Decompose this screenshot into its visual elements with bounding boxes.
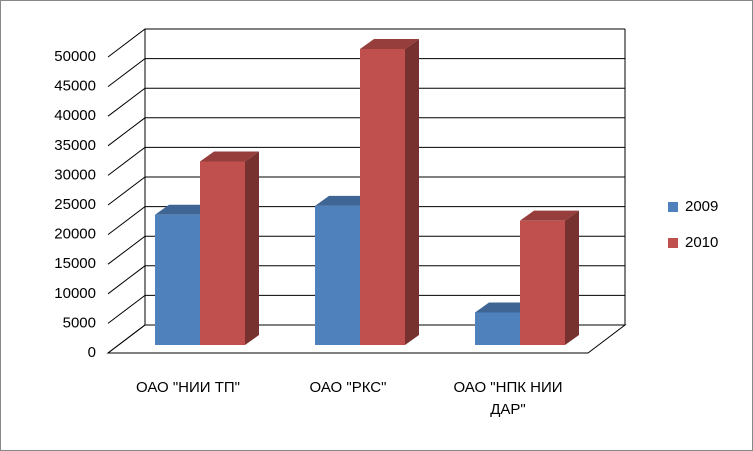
bar bbox=[200, 161, 245, 345]
bar-side bbox=[565, 210, 579, 345]
y-tick-label: 10000 bbox=[54, 285, 96, 302]
y-tick-label: 40000 bbox=[54, 107, 96, 124]
bar-top bbox=[200, 151, 259, 162]
y-tick-label: 45000 bbox=[54, 78, 96, 95]
y-tick-label: 35000 bbox=[54, 137, 96, 154]
legend-label: 2010 bbox=[685, 234, 718, 251]
grid-line bbox=[107, 294, 625, 324]
bar bbox=[475, 312, 520, 345]
bar bbox=[520, 220, 565, 345]
y-tick-label: 30000 bbox=[54, 166, 96, 183]
bar-top bbox=[315, 195, 374, 206]
x-tick-label: ОАО "НИИ ТП" bbox=[135, 379, 240, 396]
grid-line bbox=[107, 265, 625, 295]
bar-top bbox=[155, 204, 214, 215]
bar-top bbox=[360, 39, 419, 49]
grid-line bbox=[107, 117, 625, 147]
bar bbox=[315, 205, 360, 345]
bar bbox=[155, 214, 200, 345]
grid-line bbox=[107, 146, 625, 176]
y-tick-label: 50000 bbox=[54, 48, 96, 65]
bar-top bbox=[520, 210, 579, 221]
grid-line bbox=[107, 235, 625, 265]
y-tick-label: 0 bbox=[88, 344, 96, 361]
grid-line bbox=[107, 58, 625, 87]
y-tick-label: 15000 bbox=[54, 255, 96, 272]
legend-label: 2009 bbox=[685, 198, 718, 215]
bar-top bbox=[475, 302, 534, 313]
grid-line bbox=[107, 176, 625, 206]
legend-swatch bbox=[668, 238, 678, 248]
x-tick-label: ОАО "РКС" bbox=[309, 379, 387, 396]
y-tick-label: 20000 bbox=[54, 226, 96, 243]
grid-line bbox=[107, 206, 625, 235]
x-tick-label: ОАО "НПК НИИ ДАР" bbox=[453, 379, 563, 418]
legend-swatch bbox=[668, 202, 678, 212]
grid-line bbox=[107, 28, 625, 58]
y-tick-label: 5000 bbox=[63, 314, 96, 331]
y-tick-label: 25000 bbox=[54, 196, 96, 213]
bar-side bbox=[405, 39, 419, 345]
bar-side bbox=[245, 151, 259, 345]
grid-line bbox=[107, 87, 625, 117]
bar bbox=[360, 49, 405, 345]
grid-line bbox=[107, 324, 625, 354]
